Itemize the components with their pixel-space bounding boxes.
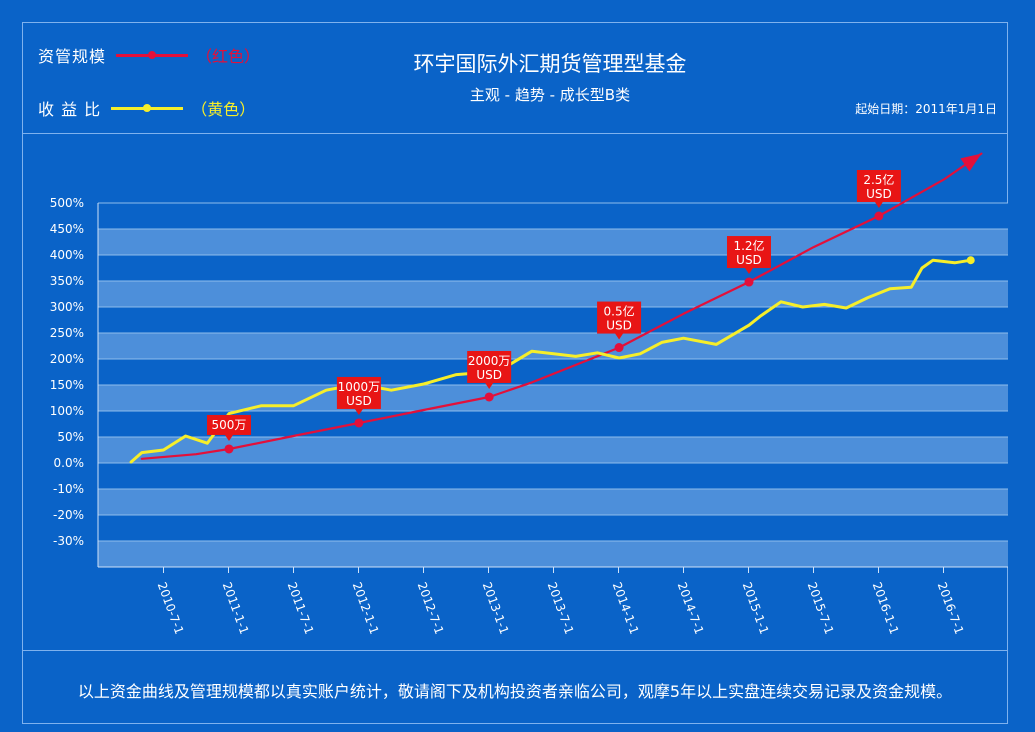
callout-label: USD [866,187,892,201]
callout-label: 1.2亿 [733,238,764,253]
aum-point [614,343,624,353]
y-tick-label: 50% [57,430,84,444]
footer-divider [22,650,1008,651]
return-line [129,258,973,464]
y-tick-label: 500% [50,196,84,210]
start-date: 起始日期：2011年1月1日 [855,102,997,116]
grid-band [98,359,1008,385]
grid-band [98,229,1008,255]
y-tick-label: 100% [50,404,84,418]
grid-band [98,515,1008,541]
return-end-point [966,256,975,265]
y-tick-label: 300% [50,300,84,314]
y-tick-label: -10% [53,482,84,496]
callout-box [467,350,512,383]
callout-label: 500万 [212,418,247,432]
x-tick-label: 2013-7-1 [545,580,577,636]
callout-label: USD [346,394,372,408]
aum-point [744,277,754,287]
callout-pointer [615,333,624,340]
legend-return: 收 益 比 （黄色） [38,97,255,119]
aum-arrowhead [960,153,982,172]
aum-point [874,211,884,221]
callout-box [726,236,771,269]
aum-point [484,392,494,402]
y-tick-label: 200% [50,352,84,366]
y-tick-label: 400% [50,248,84,262]
y-tick-label: -30% [53,534,84,548]
y-tick-label: 0.0% [54,456,85,470]
header-divider [22,133,1008,134]
callout-pointer [224,434,233,441]
x-tick-label: 2012-7-1 [415,580,447,636]
chart-subtitle: 主观 - 趋势 - 成长型B类 [469,86,631,104]
x-tick-label: 2012-1-1 [350,580,382,636]
legend-aum-swatch [116,50,189,60]
legend-aum-label: 资管规模 [38,47,107,66]
x-tick-label: 2014-7-1 [675,580,707,636]
legend-return-note: （黄色） [191,100,256,119]
x-tick-label: 2013-1-1 [480,580,512,636]
x-tick-label: 2010-7-1 [155,580,187,636]
y-tick-label: 250% [50,326,84,340]
callout-pointer [485,382,494,389]
y-tick-label: 350% [50,274,84,288]
legend-return-swatch [111,103,184,113]
callout-pointer [874,202,883,208]
y-tick-label: 150% [50,378,84,392]
callout-box [336,376,381,409]
x-tick-label: 2011-7-1 [285,580,317,636]
x-tick-label: 2014-1-1 [610,580,642,636]
x-tick-label: 2015-7-1 [805,580,837,636]
callout-pointer [744,268,753,275]
grid-band [98,307,1008,333]
callout-label: 0.5亿 [604,304,635,319]
callout-label: USD [606,319,632,333]
y-tick-label: 450% [50,222,84,236]
aum-point [354,418,364,428]
legend-return-label: 收 益 比 [38,100,102,119]
grid-band [98,281,1008,307]
callout-pointer [354,408,363,415]
callout-box [856,170,901,202]
grid-band [98,463,1008,489]
x-tick-label: 2011-1-1 [220,580,252,636]
grid-band [98,437,1008,463]
callout-label: USD [476,368,502,382]
callout-label: 2.5亿 [863,172,894,187]
legend-aum-note: （红色） [196,47,261,66]
callout-label: USD [736,253,762,267]
x-tick-label: 2016-1-1 [870,580,902,636]
x-tick-label: 2015-1-1 [740,580,772,636]
x-tick-label: 2016-7-1 [935,580,967,636]
callout-box [206,414,251,435]
y-tick-label: -20% [53,508,84,522]
grid-band [98,385,1008,411]
chart-title: 环宇国际外汇期货管理型基金 [413,52,687,76]
callout-box [597,301,642,334]
grid-band [98,255,1008,281]
legend-aum: 资管规模 （红色） [38,44,260,66]
grid-band [98,541,1008,567]
aum-line [140,152,983,460]
grid-band [98,203,1008,229]
callout-label: 1000万 [338,380,381,394]
callout-label: 2000万 [468,354,511,368]
grid-band [98,489,1008,515]
aum-point [224,444,234,454]
footer-note: 以上资金曲线及管理规模都以真实账户统计，敬请阁下及机构投资者亲临公司，观摩5年以… [77,682,953,701]
